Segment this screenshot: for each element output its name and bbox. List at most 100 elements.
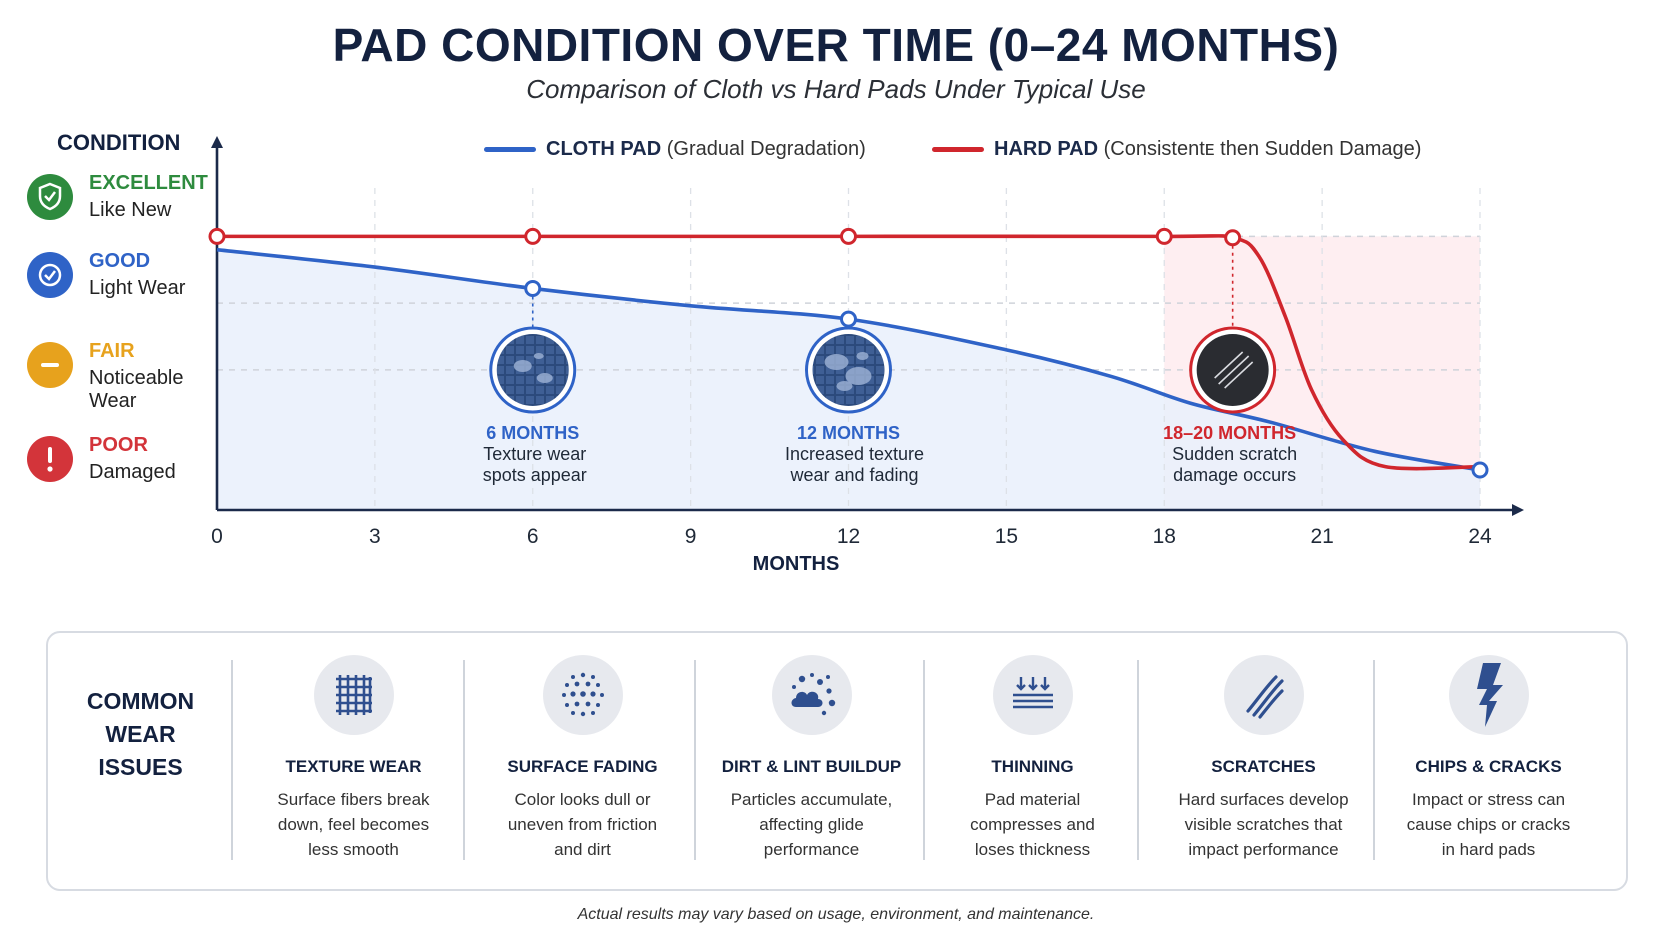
condition-level-label: EXCELLENT xyxy=(89,172,208,194)
annotation-title: 6 MONTHS xyxy=(486,423,579,443)
annotation-text: Increased texture xyxy=(785,444,924,464)
wear-issues-heading: COMMON WEAR ISSUES xyxy=(48,685,233,784)
x-tick-label: 6 xyxy=(527,525,539,548)
x-tick-label: 15 xyxy=(995,525,1018,548)
issue-title: TEXTURE WEAR xyxy=(285,757,422,776)
annotation-text: Sudden scratch xyxy=(1172,444,1297,464)
issue-texture-wear: TEXTURE WEAR Surface fibers break down, … xyxy=(241,655,466,862)
issue-desc-line: affecting glide xyxy=(759,815,864,834)
issue-desc-line: in hard pads xyxy=(1441,840,1536,859)
condition-good: GOOD Light Wear xyxy=(27,250,227,306)
legend-series-note: (Gradual Degradation) xyxy=(666,138,866,160)
issue-desc-line: impact performance xyxy=(1188,840,1339,859)
panel-divider xyxy=(1137,660,1139,860)
chart-title: PAD CONDITION OVER TIME (0–24 MONTHS) xyxy=(332,19,1340,71)
wear-spot xyxy=(836,381,853,391)
issue-desc-line: less smooth xyxy=(308,840,399,859)
cloth-point-marker xyxy=(840,310,857,328)
issue-desc: Pad material compresses and loses thickn… xyxy=(920,787,1145,862)
wear-issues-panel: COMMON WEAR ISSUES TEXTURE WEAR Surface … xyxy=(46,631,1628,891)
legend-hard: HARD PAD (Consistentᴇ then Sudden Damage… xyxy=(932,138,1421,166)
dust-cloud-icon xyxy=(771,655,852,735)
x-tick-label: 21 xyxy=(1310,525,1333,548)
issue-desc-line: Impact or stress can xyxy=(1411,790,1566,809)
series-line-cloth xyxy=(216,247,1481,472)
issue-desc-line: and dirt xyxy=(554,840,611,859)
shield-check-icon xyxy=(27,174,73,220)
issue-desc-line: cause chips or cracks xyxy=(1406,815,1571,834)
x-tick-label: 0 xyxy=(211,525,223,548)
panel-divider xyxy=(1373,660,1375,860)
issue-thinning: THINNING Pad material compresses and los… xyxy=(920,655,1145,862)
wear-spot xyxy=(513,360,532,372)
heading-line: WEAR xyxy=(105,721,176,747)
issue-title: SURFACE FADING xyxy=(507,757,658,776)
hard-point-marker xyxy=(524,227,542,245)
wear-spot xyxy=(536,373,553,383)
x-tick-label: 9 xyxy=(685,525,697,548)
wear-spot xyxy=(856,352,869,360)
heading-line: COMMON xyxy=(86,688,195,714)
issue-desc-line: Hard surfaces develop xyxy=(1178,790,1349,809)
hard-point-marker xyxy=(208,227,226,245)
condition-desc: Light Wear xyxy=(89,277,186,299)
annotation-text: damage occurs xyxy=(1173,465,1296,485)
cloth-point-marker xyxy=(524,279,542,297)
chart-subtitle: Comparison of Cloth vs Hard Pads Under T… xyxy=(526,74,1146,104)
x-axis-label: MONTHS xyxy=(753,553,840,575)
wear-spot xyxy=(533,353,544,359)
x-axis-arrow xyxy=(1512,504,1524,516)
annotation-text: wear and fading xyxy=(789,465,918,485)
condition-desc: Damaged xyxy=(89,461,176,483)
check-circle-icon xyxy=(27,252,73,298)
issue-title: DIRT & LINT BUILDUP xyxy=(721,757,902,776)
issue-desc-line: performance xyxy=(763,840,860,859)
exclamation-circle-icon xyxy=(27,436,73,482)
panel-divider xyxy=(231,660,233,860)
x-tick-label: 3 xyxy=(369,525,381,548)
issue-desc: Particles accumulate, affecting glide pe… xyxy=(699,787,924,862)
cloth-point-marker xyxy=(1471,461,1489,479)
issue-desc-line: Particles accumulate, xyxy=(730,790,893,809)
condition-heading: CONDITION xyxy=(57,130,181,155)
legend-series-name: CLOTH PAD xyxy=(546,138,662,160)
issue-title: CHIPS & CRACKS xyxy=(1415,757,1562,776)
wear-spot xyxy=(824,354,849,370)
condition-level-label: GOOD xyxy=(89,250,151,272)
worn-cloth-texture-icon xyxy=(496,334,569,406)
scratch-mark xyxy=(1214,351,1244,379)
minus-circle-icon xyxy=(27,342,73,388)
dot-fade-icon xyxy=(542,655,623,735)
condition-desc: Noticeable Wear xyxy=(89,367,184,412)
x-tick-label: 24 xyxy=(1468,525,1492,548)
condition-poor: POOR Damaged xyxy=(27,434,227,490)
condition-desc: Like New xyxy=(89,199,172,221)
hard-point-marker xyxy=(1155,227,1173,245)
hard-point-marker xyxy=(840,227,857,245)
issue-dirt-lint: DIRT & LINT BUILDUP Particles accumulate… xyxy=(699,655,924,862)
compress-arrows-icon xyxy=(992,655,1073,735)
issue-desc-line: Pad material xyxy=(984,790,1081,809)
x-tick-label: 18 xyxy=(1153,525,1176,548)
x-tick-label: 12 xyxy=(837,525,860,548)
legend-cloth: CLOTH PAD (Gradual Degradation) xyxy=(484,138,866,166)
issue-surface-fading: SURFACE FADING Color looks dull or uneve… xyxy=(470,655,695,862)
legend-series-note: (Consistentᴇ then Sudden Damage) xyxy=(1103,138,1422,160)
issue-desc-line: down, feel becomes xyxy=(277,815,430,834)
scratch-marks-icon xyxy=(1223,655,1304,735)
condition-excellent: EXCELLENT Like New xyxy=(27,172,227,228)
heading-line: ISSUES xyxy=(98,754,183,780)
condition-level-label: POOR xyxy=(89,434,148,456)
issue-desc-line: Surface fibers break xyxy=(277,790,430,809)
issue-title: THINNING xyxy=(991,757,1074,776)
annotation-title: 18–20 MONTHS xyxy=(1163,423,1296,443)
grid-weave-icon xyxy=(313,655,394,735)
annotation-text: spots appear xyxy=(483,465,587,485)
legend-swatch xyxy=(484,147,536,153)
condition-fair: FAIR Noticeable Wear xyxy=(27,340,227,412)
panel-divider xyxy=(923,660,925,860)
wear-spot xyxy=(845,367,872,385)
series-line-hard xyxy=(216,234,1481,471)
scratch-mark xyxy=(1218,355,1250,385)
crack-bolt-icon xyxy=(1448,655,1529,735)
